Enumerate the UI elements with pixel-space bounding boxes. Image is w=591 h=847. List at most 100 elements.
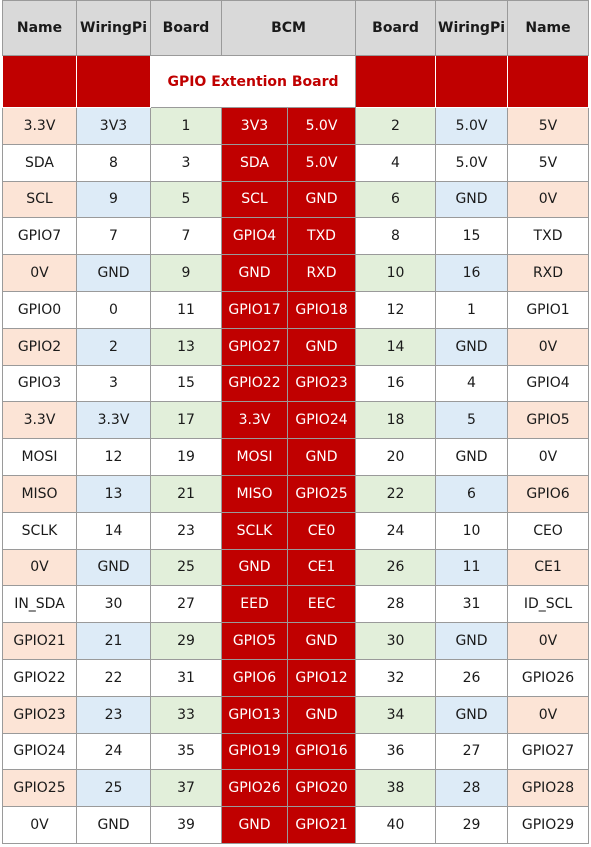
pin-board-left: 9 [150,254,222,292]
banner-block [507,55,590,108]
pin-wiringpi-right: 11 [435,548,509,587]
pin-board-left: 7 [150,217,222,256]
pin-bcm-left: GPIO22 [221,364,288,403]
pin-board-right: 26 [355,548,437,587]
pin-row: MOSI 12 19 MOSI GND 20 GND 0V [2,438,590,476]
pin-name-left: 0V [2,806,77,844]
pin-board-right: 40 [355,806,437,844]
pin-row: GPIO22 22 31 GPIO6 GPIO12 32 26 GPIO26 [2,658,590,697]
pin-bcm-right: RXD [286,254,357,292]
pin-board-right: 4 [355,143,437,182]
pin-board-left: 29 [150,622,222,660]
pin-bcm-right: GPIO18 [286,290,357,329]
pin-wiringpi-left: GND [76,254,151,292]
pin-board-left: 37 [150,769,222,808]
pin-wiringpi-left: 7 [76,217,151,256]
pin-name-left: IN_SDA [2,585,77,624]
pin-bcm-left: GPIO17 [221,290,288,329]
pin-name-left: GPIO3 [2,364,77,403]
pin-wiringpi-right: 28 [435,769,509,808]
pin-board-left: 35 [150,732,222,771]
pin-wiringpi-left: 2 [76,327,151,366]
pin-name-left: 0V [2,548,77,587]
pin-name-right: 5V [507,143,590,182]
pin-board-right: 24 [355,511,437,550]
pin-wiringpi-right: 16 [435,254,509,292]
pin-board-left: 19 [150,438,222,476]
pin-name-left: MISO [2,474,77,513]
pin-name-right: 0V [507,327,590,366]
pin-board-left: 15 [150,364,222,403]
pin-wiringpi-left: 0 [76,290,151,329]
header-bcm: BCM [220,0,357,56]
pin-row: SDA 8 3 SDA 5.0V 4 5.0V 5V [2,143,590,182]
pin-wiringpi-left: 21 [76,622,151,660]
pin-name-left: GPIO24 [2,732,77,771]
pin-bcm-left: GPIO6 [221,658,288,697]
pin-board-left: 5 [150,180,222,219]
pin-bcm-right: TXD [286,217,357,256]
pin-wiringpi-left: 30 [76,585,151,624]
pin-bcm-right: 5.0V [286,143,357,182]
pin-bcm-right: GND [286,695,357,734]
pin-wiringpi-right: 26 [435,658,509,697]
pin-board-left: 27 [150,585,222,624]
pin-name-left: GPIO7 [2,217,77,256]
pin-bcm-left: GPIO5 [221,622,288,660]
pin-name-right: 0V [507,438,590,476]
banner-block [355,55,437,108]
pin-row: GPIO2 2 13 GPIO27 GND 14 GND 0V [2,327,590,366]
pin-name-right: 5V [507,107,590,145]
pin-row: GPIO0 0 11 GPIO17 GPIO18 12 1 GPIO1 [2,290,590,329]
pin-wiringpi-right: 31 [435,585,509,624]
pin-name-right: 0V [507,622,590,660]
pin-bcm-left: MOSI [221,438,288,476]
pin-row: GPIO24 24 35 GPIO19 GPIO16 36 27 GPIO27 [2,732,590,771]
pin-bcm-left: GPIO13 [221,695,288,734]
pin-name-right: GPIO6 [507,474,590,513]
pin-board-left: 23 [150,511,222,550]
pin-row: 0V GND 39 GND GPIO21 40 29 GPIO29 [2,806,590,844]
pin-bcm-left: EED [221,585,288,624]
pin-name-right: GPIO4 [507,364,590,403]
pin-bcm-right: GND [286,438,357,476]
banner-block [2,55,77,108]
pin-wiringpi-right: GND [435,622,509,660]
pin-name-left: SCL [2,180,77,219]
pin-bcm-right: GND [286,622,357,660]
pin-board-left: 3 [150,143,222,182]
pin-wiringpi-left: 3.3V [76,401,151,440]
pin-wiringpi-right: 10 [435,511,509,550]
pin-bcm-right: GPIO25 [286,474,357,513]
pin-bcm-left: GPIO4 [221,217,288,256]
pin-wiringpi-left: 12 [76,438,151,476]
pin-board-left: 39 [150,806,222,844]
pin-board-left: 33 [150,695,222,734]
pin-bcm-right: GPIO21 [286,806,357,844]
pin-board-left: 25 [150,548,222,587]
pin-board-right: 6 [355,180,437,219]
pin-name-right: GPIO1 [507,290,590,329]
pin-name-right: RXD [507,254,590,292]
pin-wiringpi-right: 5.0V [435,143,509,182]
pin-row: GPIO23 23 33 GPIO13 GND 34 GND 0V [2,695,590,734]
pin-row: SCLK 14 23 SCLK CE0 24 10 CEO [2,511,590,550]
pin-name-right: 0V [507,695,590,734]
pin-wiringpi-left: GND [76,548,151,587]
pin-board-left: 13 [150,327,222,366]
pin-board-left: 31 [150,658,222,697]
pin-bcm-left: SDA [221,143,288,182]
pin-bcm-right: EEC [286,585,357,624]
pin-bcm-left: 3V3 [221,107,288,145]
pin-bcm-left: SCL [221,180,288,219]
pin-wiringpi-left: 22 [76,658,151,697]
pin-row: GPIO7 7 7 GPIO4 TXD 8 15 TXD [2,217,590,256]
pin-row: GPIO3 3 15 GPIO22 GPIO23 16 4 GPIO4 [2,364,590,403]
pin-name-left: 0V [2,254,77,292]
pin-bcm-left: GND [221,548,288,587]
pin-name-right: ID_SCL [507,585,590,624]
pin-row: GPIO21 21 29 GPIO5 GND 30 GND 0V [2,622,590,660]
pin-name-right: GPIO27 [507,732,590,771]
pin-bcm-right: GPIO16 [286,732,357,771]
pin-name-left: GPIO22 [2,658,77,697]
